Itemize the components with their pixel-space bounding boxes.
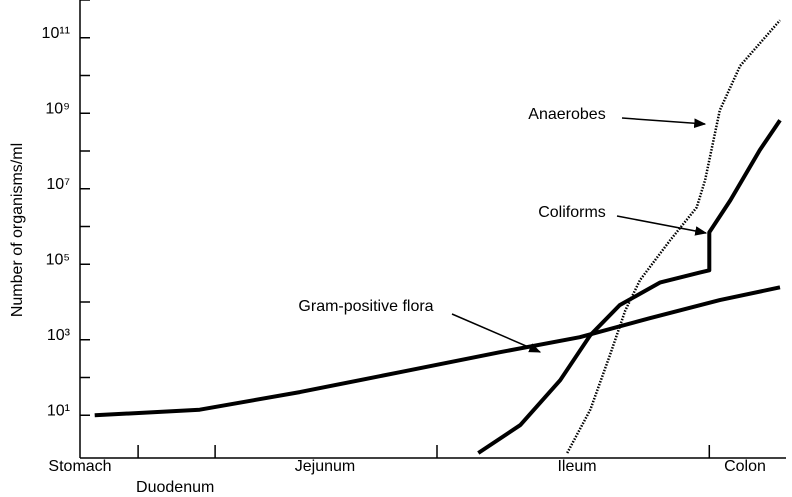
line-series <box>566 19 781 454</box>
annotation: Anaerobes <box>528 106 605 123</box>
annotation: Coliforms <box>538 204 606 221</box>
y-tick-label: 10³ <box>47 327 71 344</box>
y-tick-label: 10⁹ <box>45 100 70 117</box>
line-series <box>477 119 782 455</box>
x-region-label: Colon <box>724 458 766 475</box>
y-tick-label: 10¹ <box>47 402 70 419</box>
arrow <box>621 117 707 129</box>
line-series <box>94 285 781 418</box>
x-region-label: Duodenum <box>136 479 214 496</box>
x-region-label: Jejunum <box>295 458 355 475</box>
annotation: Gram-positive flora <box>298 298 433 315</box>
y-tick-label: 10⁵ <box>46 251 70 268</box>
y-axis-title: Number of organisms/ml <box>9 143 26 317</box>
arrow <box>616 215 708 236</box>
x-region-label: Ileum <box>557 458 596 475</box>
x-region-label: Stomach <box>48 458 111 475</box>
y-tick-label: 10¹¹ <box>42 25 70 42</box>
y-tick-label: 10⁷ <box>46 176 70 193</box>
